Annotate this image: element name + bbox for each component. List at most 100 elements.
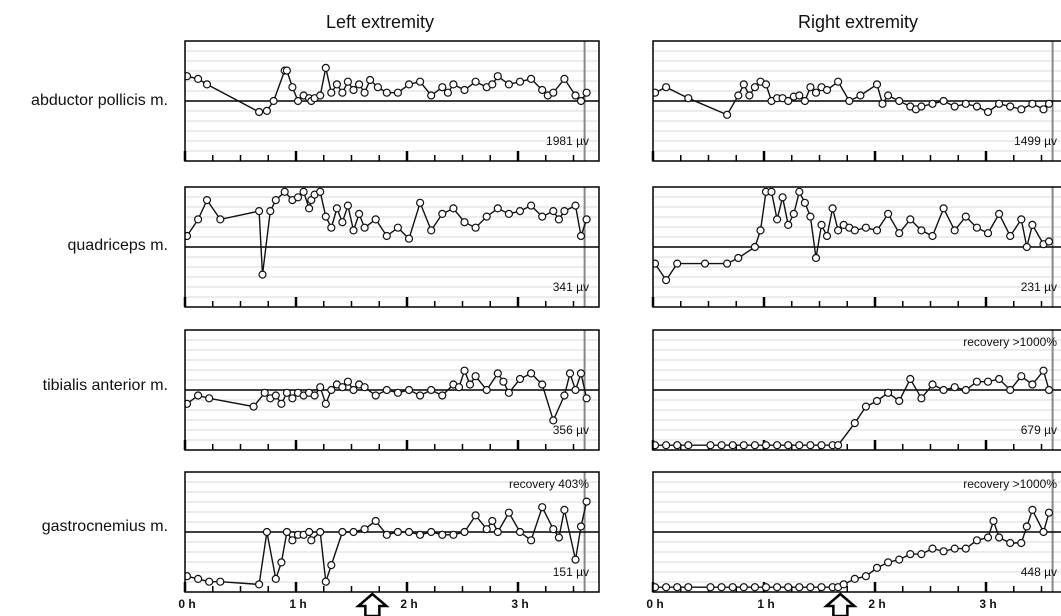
data-point — [316, 527, 325, 537]
data-point — [822, 231, 832, 241]
data-point — [565, 369, 575, 378]
data-point — [255, 107, 264, 117]
data-point — [262, 527, 271, 537]
data-point — [1006, 102, 1015, 111]
data-point — [806, 212, 815, 221]
data-point — [750, 441, 760, 450]
data-point — [321, 212, 330, 221]
data-point — [327, 385, 336, 395]
data-point — [661, 583, 671, 592]
data-point — [271, 574, 280, 584]
data-point — [861, 223, 871, 232]
data-point — [382, 231, 391, 241]
panel-frame — [184, 329, 600, 451]
data-point — [554, 215, 564, 224]
data-point — [549, 88, 558, 97]
data-point — [739, 80, 748, 89]
data-point — [878, 99, 887, 108]
data-point — [443, 88, 452, 97]
data-point — [950, 383, 959, 392]
data-point — [185, 399, 192, 408]
column-title-right: Right extremity — [797, 12, 919, 32]
data-point — [255, 207, 264, 216]
panel-frame — [652, 40, 1061, 162]
data-point — [928, 99, 937, 108]
data-point — [717, 441, 726, 450]
data-point — [872, 396, 882, 406]
data-point — [961, 385, 970, 395]
data-point — [811, 253, 821, 263]
data-point — [750, 83, 760, 92]
data-point — [526, 74, 536, 84]
data-point — [499, 377, 508, 386]
data-point — [371, 391, 380, 400]
data-point — [895, 96, 904, 106]
data-point — [216, 577, 225, 586]
panel-frame — [652, 186, 1061, 308]
data-point — [928, 231, 937, 241]
data-point — [728, 441, 737, 450]
data-point — [795, 187, 804, 196]
data-point — [684, 583, 693, 592]
data-point — [299, 187, 308, 196]
data-point — [360, 223, 369, 232]
data-point — [332, 80, 341, 89]
data-point — [739, 583, 748, 592]
data-point — [883, 91, 893, 100]
panel-right-3: 679 µv recovery >1000% — [651, 329, 1061, 451]
data-point — [355, 209, 364, 218]
data-point — [343, 201, 352, 210]
data-point — [778, 193, 787, 202]
data-point — [872, 226, 882, 235]
data-point — [493, 204, 502, 213]
data-point — [194, 215, 203, 224]
data-point — [366, 75, 375, 85]
data-point — [845, 96, 854, 106]
data-point — [822, 85, 832, 95]
panel-left-3: 356 µv — [183, 329, 600, 451]
data-point — [493, 72, 502, 81]
data-point — [427, 91, 436, 100]
data-point — [706, 441, 715, 450]
data-point — [393, 527, 402, 537]
amplitude-label: 151 µv — [553, 565, 589, 579]
panel-frame — [652, 471, 1061, 593]
x-tick-label: 0 h — [646, 597, 663, 611]
data-point — [360, 88, 369, 97]
data-point — [526, 536, 536, 545]
data-point — [828, 204, 837, 213]
data-point — [194, 574, 203, 584]
data-point — [761, 583, 771, 592]
data-point — [972, 102, 982, 111]
data-point — [549, 207, 558, 216]
recovery-label: recovery >1000% — [963, 477, 1057, 491]
data-point — [653, 88, 660, 97]
data-point — [582, 497, 591, 506]
panel-frame — [184, 471, 600, 593]
data-point — [371, 215, 380, 224]
data-point — [288, 536, 297, 545]
data-point — [684, 94, 693, 103]
data-point — [722, 110, 732, 119]
data-point — [653, 441, 660, 450]
data-point — [538, 85, 547, 95]
data-point — [700, 259, 710, 268]
panel-left-4: 151 µv recovery 403% — [183, 471, 600, 593]
data-point — [917, 102, 926, 111]
row-label-tibialis: tibialis anterior m. — [42, 377, 168, 394]
data-point — [1044, 99, 1054, 108]
data-point — [416, 198, 425, 207]
data-point — [1017, 372, 1026, 381]
data-point — [205, 577, 214, 586]
data-point — [1006, 538, 1015, 548]
data-point — [983, 533, 993, 542]
data-point — [784, 441, 793, 450]
data-point — [661, 276, 671, 285]
data-point — [549, 416, 558, 425]
data-point — [277, 558, 286, 567]
data-point — [338, 88, 347, 97]
data-point — [653, 259, 660, 268]
data-point — [271, 391, 280, 400]
data-point — [360, 383, 369, 392]
data-point — [1039, 366, 1048, 375]
